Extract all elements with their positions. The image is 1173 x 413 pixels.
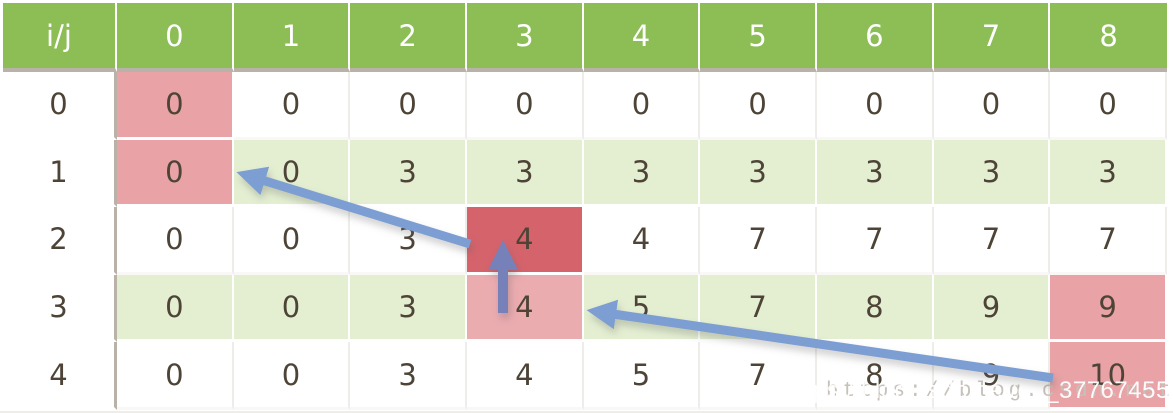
table-cell-r3-c1: 0 — [233, 274, 351, 343]
table-cell-r0-c8: 0 — [1050, 72, 1167, 140]
header-cell-6: 6 — [816, 3, 934, 72]
table-cell-r4-c2: 3 — [350, 342, 467, 410]
table-cell-r1-c5: 3 — [700, 139, 817, 208]
row-label-1: 1 — [3, 139, 117, 208]
table-cell-r3-c6: 8 — [816, 274, 934, 343]
table-cell-r2-c0: 0 — [117, 207, 234, 275]
table-cell-r2-c6: 7 — [816, 207, 934, 275]
table-cell-r4-c4: 5 — [583, 342, 701, 410]
table-cell-r4-c5: 7 — [700, 342, 817, 410]
table-cell-r4-c7: 9 — [933, 342, 1051, 410]
table-cell-r3-c8: 9 — [1050, 274, 1167, 343]
table-cell-r0-c1: 0 — [233, 72, 351, 140]
table-cell-r3-c0: 0 — [117, 274, 234, 343]
table-cell-r1-c0: 0 — [117, 139, 234, 208]
table-cell-r2-c8: 7 — [1050, 207, 1167, 275]
table-cell-r4-c6: 8 — [816, 342, 934, 410]
table-bottom-divider — [0, 411, 1173, 413]
table-cell-r0-c6: 0 — [816, 72, 934, 140]
table-cell-r3-c7: 9 — [933, 274, 1051, 343]
table-cell-r1-c1: 0 — [233, 139, 351, 208]
header-cell-0: 0 — [117, 3, 234, 72]
row-label-3: 3 — [3, 274, 117, 343]
table-cell-r1-c7: 3 — [933, 139, 1051, 208]
table-cell-r1-c3: 3 — [466, 139, 584, 208]
header-cell-3: 3 — [466, 3, 584, 72]
table-cell-r3-c3: 4 — [466, 274, 584, 343]
table-cell-r2-c2: 3 — [350, 207, 467, 275]
table-cell-r1-c6: 3 — [816, 139, 934, 208]
table-cell-r0-c0: 0 — [117, 72, 234, 140]
header-row: i/j 0 1 2 3 4 5 6 7 8 — [3, 3, 1167, 72]
header-cell-8: 8 — [1050, 3, 1167, 72]
table-cell-r2-c4: 4 — [583, 207, 701, 275]
header-cell-1: 1 — [233, 3, 351, 72]
table-cell-r0-c5: 0 — [700, 72, 817, 140]
row-label-2: 2 — [3, 207, 117, 275]
table-cell-r2-c3: 4 — [466, 207, 584, 275]
table-cell-r0-c3: 0 — [466, 72, 584, 140]
header-cell-7: 7 — [933, 3, 1051, 72]
table-cell-r1-c2: 3 — [350, 139, 467, 208]
table-cell-r3-c4: 5 — [583, 274, 701, 343]
table-cell-r2-c5: 7 — [700, 207, 817, 275]
table-cell-r3-c2: 3 — [350, 274, 467, 343]
table-cell-r3-c5: 7 — [700, 274, 817, 343]
table-cell-r0-c2: 0 — [350, 72, 467, 140]
table-cell-r0-c7: 0 — [933, 72, 1051, 140]
header-cell-corner: i/j — [3, 3, 117, 72]
table-cell-r4-c8: 10 — [1050, 342, 1167, 410]
table-cell-r1-c4: 3 — [583, 139, 701, 208]
header-cell-5: 5 — [700, 3, 817, 72]
header-cell-4: 4 — [583, 3, 701, 72]
table-cell-r1-c8: 3 — [1050, 139, 1167, 208]
table-cell-r4-c1: 0 — [233, 342, 351, 410]
table-cell-r0-c4: 0 — [583, 72, 701, 140]
row-label-4: 4 — [3, 342, 117, 410]
table-cell-r4-c0: 0 — [117, 342, 234, 410]
table-cell-r2-c7: 7 — [933, 207, 1051, 275]
header-cell-2: 2 — [350, 3, 467, 72]
table-cell-r4-c3: 4 — [466, 342, 584, 410]
table-cell-r2-c1: 0 — [233, 207, 351, 275]
row-label-0: 0 — [3, 72, 117, 140]
